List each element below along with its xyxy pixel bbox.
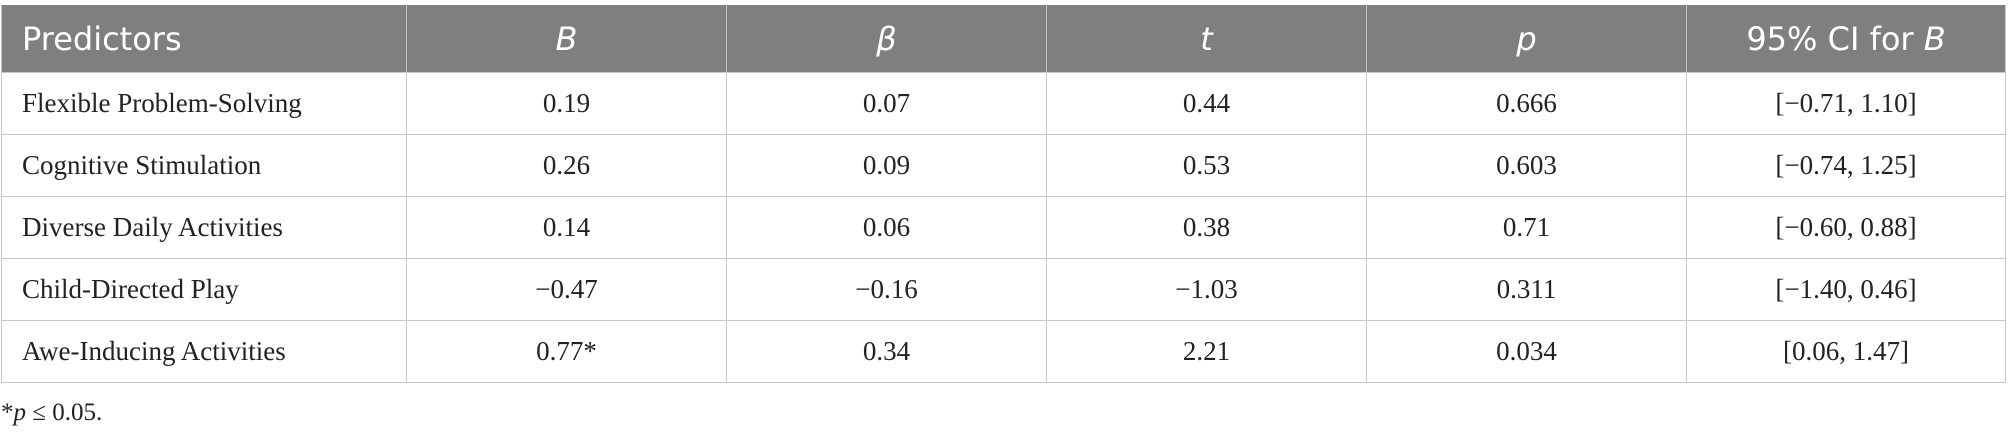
header-beta-label: β — [876, 19, 897, 58]
cell-predictor: Child-Directed Play — [1, 258, 407, 321]
cell-t: −1.03 — [1046, 258, 1367, 321]
footnote-star: * — [1, 399, 14, 426]
header-ci-italic: B — [1923, 19, 1946, 58]
cell-b: 0.19 — [406, 72, 727, 135]
table-row: Child-Directed Play −0.47 −0.16 −1.03 0.… — [1, 258, 2006, 321]
cell-b: −0.47 — [406, 258, 727, 321]
header-p-label: p — [1516, 19, 1537, 58]
regression-table-figure: Predictors B β t p 95% CI for B Flexible… — [1, 5, 2006, 426]
cell-p: 0.71 — [1366, 196, 1687, 259]
header-beta: β — [726, 5, 1047, 73]
cell-ci: [−1.40, 0.46] — [1686, 258, 2006, 321]
cell-ci: [0.06, 1.47] — [1686, 320, 2006, 383]
cell-predictor: Awe-Inducing Activities — [1, 320, 407, 383]
header-predictors: Predictors — [1, 5, 407, 73]
header-t-label: t — [1200, 19, 1213, 58]
table-row: Awe-Inducing Activities 0.77* 0.34 2.21 … — [1, 320, 2006, 383]
cell-t: 0.44 — [1046, 72, 1367, 135]
cell-p: 0.034 — [1366, 320, 1687, 383]
header-ci-prefix: 95% CI for — [1746, 19, 1924, 58]
table-footnote: *p ≤ 0.05. — [1, 399, 102, 427]
cell-predictor: Flexible Problem-Solving — [1, 72, 407, 135]
cell-t: 0.53 — [1046, 134, 1367, 197]
cell-predictor: Cognitive Stimulation — [1, 134, 407, 197]
table-row: Flexible Problem-Solving 0.19 0.07 0.44 … — [1, 72, 2006, 135]
cell-beta: −0.16 — [726, 258, 1047, 321]
cell-p: 0.311 — [1366, 258, 1687, 321]
cell-predictor: Diverse Daily Activities — [1, 196, 407, 259]
footnote-p-symbol: p — [13, 399, 27, 426]
cell-b: 0.14 — [406, 196, 727, 259]
cell-b: 0.77* — [406, 320, 727, 383]
cell-ci: [−0.71, 1.10] — [1686, 72, 2006, 135]
table-row: Cognitive Stimulation 0.26 0.09 0.53 0.6… — [1, 134, 2006, 197]
cell-ci: [−0.60, 0.88] — [1686, 196, 2006, 259]
cell-p: 0.666 — [1366, 72, 1687, 135]
regression-table: Predictors B β t p 95% CI for B Flexible… — [1, 5, 2006, 383]
cell-beta: 0.07 — [726, 72, 1047, 135]
header-b-label: B — [555, 19, 578, 58]
footnote-text: ≤ 0.05. — [26, 399, 103, 426]
table-row: Diverse Daily Activities 0.14 0.06 0.38 … — [1, 196, 2006, 259]
header-t: t — [1046, 5, 1367, 73]
cell-beta: 0.09 — [726, 134, 1047, 197]
header-ci: 95% CI for B — [1686, 5, 2006, 73]
cell-beta: 0.34 — [726, 320, 1047, 383]
table-header-row: Predictors B β t p 95% CI for B — [1, 5, 2006, 73]
cell-t: 2.21 — [1046, 320, 1367, 383]
cell-t: 0.38 — [1046, 196, 1367, 259]
cell-b: 0.26 — [406, 134, 727, 197]
cell-beta: 0.06 — [726, 196, 1047, 259]
header-b: B — [406, 5, 727, 73]
cell-p: 0.603 — [1366, 134, 1687, 197]
cell-ci: [−0.74, 1.25] — [1686, 134, 2006, 197]
header-p: p — [1366, 5, 1687, 73]
